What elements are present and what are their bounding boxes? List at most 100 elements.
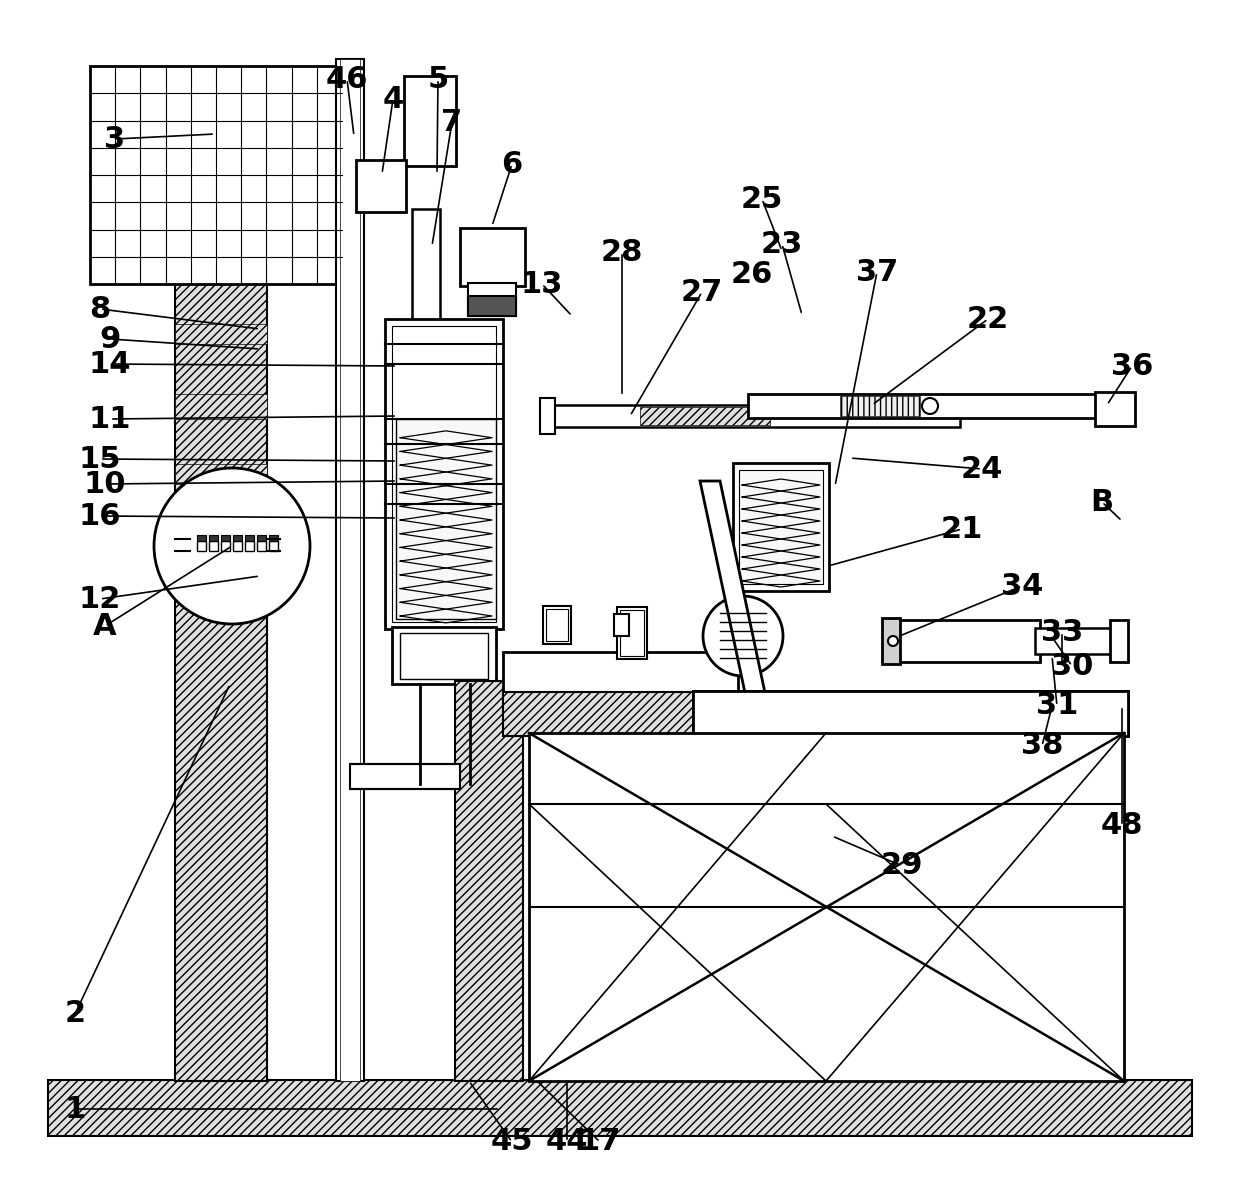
Text: 11: 11 <box>89 405 131 433</box>
Bar <box>551 405 960 427</box>
Text: 44: 44 <box>546 1127 588 1157</box>
Bar <box>529 733 1123 1081</box>
Bar <box>350 764 460 789</box>
Bar <box>693 691 1128 736</box>
Bar <box>221 535 229 541</box>
Bar <box>739 470 823 584</box>
Bar <box>257 541 267 551</box>
Text: 33: 33 <box>1040 618 1083 646</box>
Bar <box>269 535 278 541</box>
Bar <box>467 296 516 316</box>
Text: 7: 7 <box>441 108 463 136</box>
Text: 48: 48 <box>1101 811 1143 841</box>
Text: 22: 22 <box>967 304 1009 334</box>
Bar <box>340 59 360 1081</box>
Text: 28: 28 <box>601 238 644 266</box>
Bar <box>246 541 254 551</box>
Bar <box>175 324 267 345</box>
Bar <box>1110 620 1128 662</box>
Bar <box>460 229 525 287</box>
Text: 4: 4 <box>382 84 404 114</box>
Text: 30: 30 <box>1050 651 1094 681</box>
Text: 38: 38 <box>1021 732 1063 760</box>
Bar <box>748 394 1123 418</box>
Bar <box>175 464 267 484</box>
Circle shape <box>923 398 937 414</box>
Bar <box>197 541 206 551</box>
Text: 6: 6 <box>501 149 522 179</box>
Text: 17: 17 <box>579 1127 621 1157</box>
Bar <box>733 463 830 591</box>
Text: 1: 1 <box>64 1094 86 1124</box>
Text: 15: 15 <box>79 444 122 474</box>
Polygon shape <box>701 481 839 1045</box>
Text: 34: 34 <box>1001 572 1043 600</box>
Text: 31: 31 <box>1035 691 1079 721</box>
Text: 2: 2 <box>64 999 86 1029</box>
Text: 46: 46 <box>326 64 368 94</box>
Bar <box>693 691 1128 736</box>
Text: 9: 9 <box>99 324 120 354</box>
Bar <box>895 620 1040 662</box>
Bar <box>614 614 629 636</box>
Bar <box>543 606 570 644</box>
Text: 27: 27 <box>681 277 723 307</box>
Bar <box>882 618 900 664</box>
Text: 3: 3 <box>104 124 125 154</box>
Bar <box>392 628 496 684</box>
Bar <box>401 633 489 678</box>
Bar <box>546 609 568 641</box>
Bar <box>392 326 496 622</box>
Circle shape <box>154 468 310 624</box>
Bar <box>396 419 496 619</box>
Text: 24: 24 <box>961 455 1003 483</box>
Circle shape <box>888 636 898 646</box>
Bar <box>233 535 242 541</box>
Bar <box>269 541 278 551</box>
Bar <box>620 610 644 656</box>
Text: 23: 23 <box>761 230 804 258</box>
Bar <box>1095 392 1135 426</box>
Text: 10: 10 <box>84 470 126 498</box>
Bar <box>257 535 267 541</box>
Bar <box>455 681 523 1081</box>
Bar <box>197 535 206 541</box>
Bar <box>539 398 556 435</box>
Bar <box>412 210 440 384</box>
Text: 25: 25 <box>740 185 784 213</box>
Bar <box>210 541 218 551</box>
Text: 8: 8 <box>89 295 110 323</box>
Bar <box>618 607 647 659</box>
Text: 12: 12 <box>79 585 122 613</box>
Text: B: B <box>1090 488 1114 516</box>
Bar <box>404 76 456 166</box>
Bar <box>175 394 267 419</box>
Text: 26: 26 <box>730 259 774 289</box>
Text: 13: 13 <box>521 270 563 298</box>
Bar <box>221 541 229 551</box>
Circle shape <box>703 596 782 676</box>
Text: 16: 16 <box>79 502 122 530</box>
Bar <box>246 535 254 541</box>
Text: 45: 45 <box>491 1127 533 1157</box>
Bar <box>233 541 242 551</box>
Bar <box>1105 393 1123 425</box>
Text: 37: 37 <box>856 257 898 287</box>
Bar <box>1035 628 1120 654</box>
Text: A: A <box>93 611 117 641</box>
Bar <box>356 160 405 212</box>
Bar <box>384 318 503 629</box>
Bar <box>640 407 770 425</box>
Bar <box>91 66 342 284</box>
Text: 21: 21 <box>941 515 983 543</box>
Bar <box>175 226 267 1081</box>
Text: 5: 5 <box>428 64 449 94</box>
Text: 14: 14 <box>89 349 131 379</box>
Bar <box>503 652 738 694</box>
Text: 36: 36 <box>1111 352 1153 380</box>
Bar <box>336 59 365 1081</box>
Text: 29: 29 <box>880 851 924 881</box>
Bar <box>839 395 920 416</box>
Bar <box>467 283 516 316</box>
Bar <box>48 1080 1192 1135</box>
